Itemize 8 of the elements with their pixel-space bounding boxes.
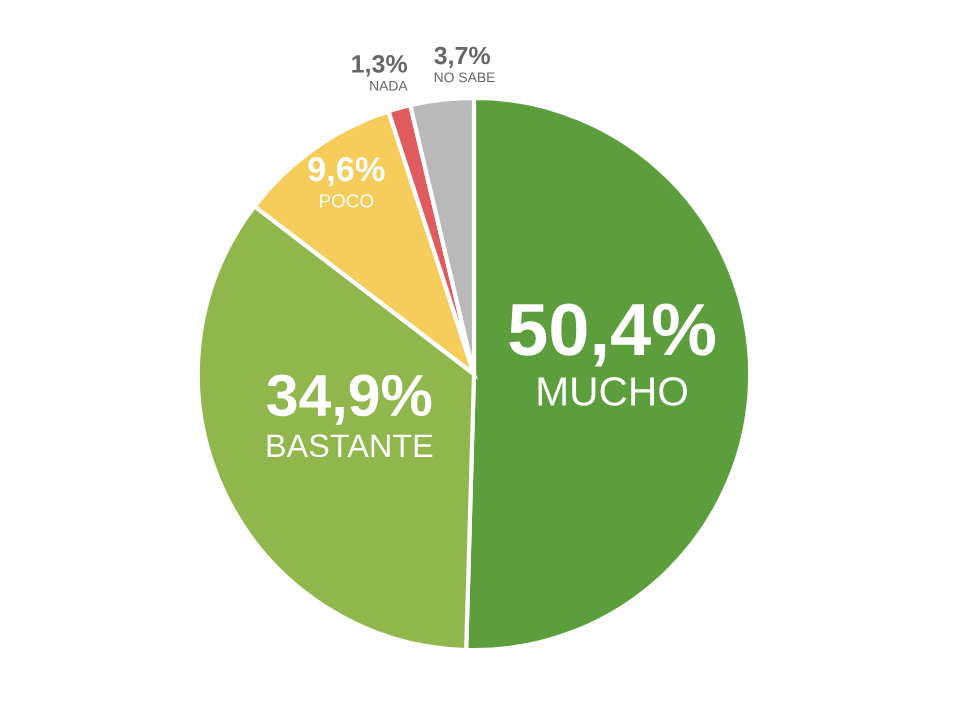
data-label: 34,9%: [267, 374, 432, 425]
slice-label: BASTANTE: [267, 434, 433, 458]
data-label: 3,7%: [434, 46, 490, 68]
data-label: 9,6%: [308, 157, 385, 187]
data-label: 50,4%: [509, 303, 716, 367]
data-label: 1,3%: [352, 55, 407, 77]
slice-label: MUCHO: [538, 377, 687, 406]
slice-label: POCO: [320, 194, 374, 208]
